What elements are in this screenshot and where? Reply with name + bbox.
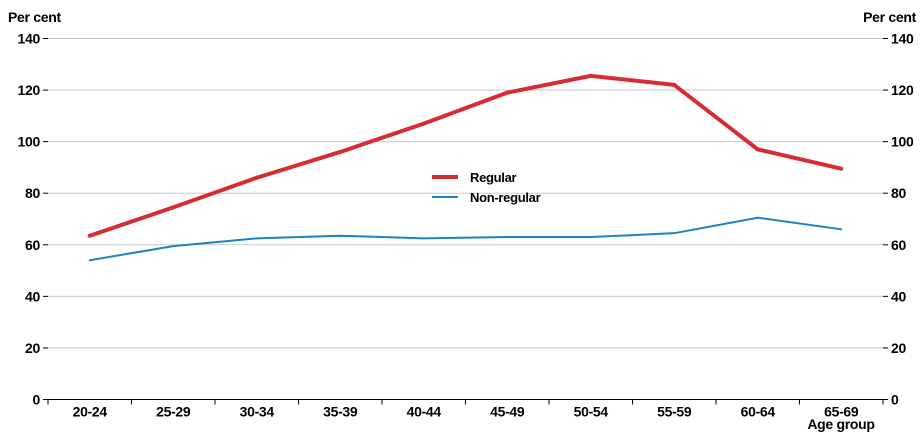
data-point-series-0	[171, 205, 176, 210]
right-y-tick-label: 20	[891, 340, 906, 356]
left-y-tick-label: 20	[25, 340, 40, 356]
data-point-series-1	[589, 236, 592, 239]
x-tick-label: 20-24	[73, 404, 108, 420]
right-y-tick-label: 60	[891, 237, 906, 253]
data-point-series-1	[840, 228, 843, 231]
right-y-tick-label: 40	[891, 288, 906, 304]
series-line-0	[89, 73, 842, 238]
gridlines	[48, 38, 883, 349]
data-point-series-1	[422, 237, 425, 240]
x-tick-label: 45-49	[490, 404, 525, 420]
x-tick-label: 30-34	[240, 404, 275, 420]
left-y-tick-label: 100	[18, 134, 41, 150]
series-lines	[87, 73, 844, 262]
data-point-series-1	[506, 236, 509, 239]
left-axis-unit-label: Per cent	[8, 9, 61, 25]
axes: 0 0 20 20 40 40 60 60 80 80 100 100 120 120 140 140 20-2…	[18, 31, 915, 420]
right-y-tick-label: 80	[891, 185, 906, 201]
left-y-tick-label: 80	[25, 185, 40, 201]
right-y-tick-label: 100	[891, 134, 914, 150]
legend: Regular Non-regular	[432, 170, 541, 205]
data-point-series-1	[88, 259, 91, 262]
left-y-tick-label: 0	[33, 392, 41, 408]
left-y-tick-label: 40	[25, 288, 40, 304]
data-point-series-0	[505, 90, 510, 95]
data-point-series-0	[672, 82, 677, 87]
data-point-series-0	[839, 166, 844, 171]
data-point-series-1	[255, 237, 258, 240]
data-point-series-0	[87, 233, 92, 238]
right-y-tick-label: 0	[891, 392, 899, 408]
right-y-tick-label: 140	[891, 31, 914, 47]
left-y-tick-label: 140	[18, 31, 41, 47]
data-point-series-0	[254, 175, 259, 180]
series-line-1	[89, 216, 842, 262]
x-tick-label: 25-29	[156, 404, 191, 420]
legend-label-regular: Regular	[470, 170, 517, 185]
x-tick-label: 55-59	[657, 404, 692, 420]
x-tick-label: 60-64	[741, 404, 776, 420]
right-y-tick-label: 120	[891, 82, 914, 98]
data-point-series-0	[755, 147, 760, 152]
data-point-series-1	[172, 245, 175, 248]
x-tick-label: 40-44	[407, 404, 442, 420]
legend-label-non-regular: Non-regular	[470, 190, 541, 205]
data-point-series-1	[339, 234, 342, 237]
data-point-series-0	[338, 149, 343, 154]
data-point-series-0	[421, 121, 426, 126]
x-tick-label: 65-69	[824, 404, 859, 420]
x-tick-label: 50-54	[574, 404, 609, 420]
data-point-series-1	[673, 232, 676, 235]
data-point-series-0	[588, 73, 593, 78]
left-y-tick-label: 60	[25, 237, 40, 253]
left-y-tick-label: 120	[18, 82, 41, 98]
x-tick-label: 35-39	[323, 404, 358, 420]
data-point-series-1	[756, 216, 759, 219]
x-axis-title: Age group	[807, 416, 874, 432]
right-axis-unit-label: Per cent	[863, 9, 916, 25]
